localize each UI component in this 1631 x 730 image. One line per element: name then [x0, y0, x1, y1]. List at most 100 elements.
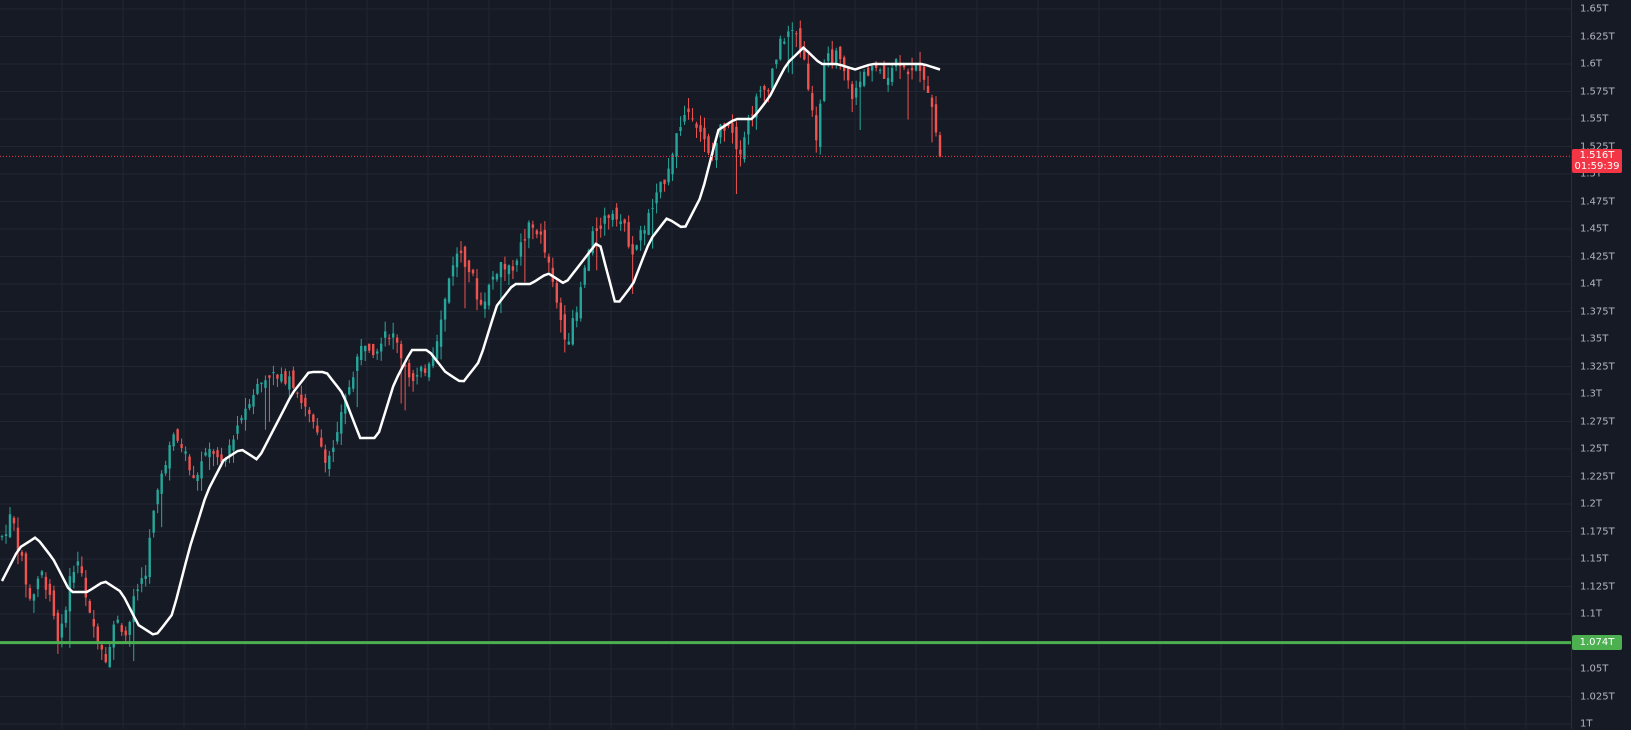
- candle-body: [751, 114, 754, 117]
- candle-body: [284, 371, 287, 384]
- candle-body: [843, 57, 846, 72]
- candle: [152, 510, 155, 538]
- candle-body: [487, 284, 491, 306]
- candle-body: [819, 103, 822, 147]
- candle: [559, 297, 563, 333]
- candle: [44, 572, 48, 599]
- candle-body: [459, 250, 463, 254]
- price-tick-label: 1.65T: [1580, 3, 1609, 15]
- candle-body: [368, 343, 371, 351]
- candle-body: [439, 319, 443, 347]
- candle-body: [743, 137, 746, 160]
- candle: [352, 371, 355, 392]
- candle-body: [835, 50, 838, 63]
- candle-body: [831, 49, 834, 64]
- candle: [695, 121, 698, 138]
- candle-body: [407, 363, 411, 378]
- candle: [811, 85, 814, 117]
- candle-body: [344, 395, 347, 414]
- candle-body: [583, 267, 586, 285]
- candle-body: [104, 653, 107, 663]
- candle: [751, 106, 754, 127]
- candle-body: [934, 104, 938, 133]
- candle: [415, 367, 419, 385]
- candle: [236, 415, 239, 440]
- candle-body: [336, 432, 339, 442]
- candle: [268, 375, 271, 422]
- candle: [571, 309, 574, 346]
- candle-body: [272, 372, 275, 374]
- candle: [679, 116, 682, 136]
- candle: [579, 281, 582, 322]
- candle: [862, 69, 866, 88]
- candle-body: [124, 630, 127, 636]
- candle-body: [419, 366, 423, 372]
- candle-body: [479, 299, 483, 305]
- candle-body: [276, 374, 279, 379]
- candle: [890, 63, 894, 86]
- candle-body: [543, 229, 547, 253]
- candle-body: [858, 81, 862, 88]
- candle-body: [383, 331, 387, 338]
- candle: [144, 564, 147, 587]
- support-price-badge: 1.074T: [1572, 634, 1622, 650]
- grid-lines: [0, 0, 1571, 729]
- candle-body: [268, 375, 271, 378]
- candle: [160, 470, 163, 528]
- candle-body: [395, 337, 399, 343]
- candle: [419, 365, 423, 378]
- candle: [332, 439, 335, 463]
- candle-body: [391, 333, 395, 338]
- candle-body: [639, 230, 642, 241]
- candle: [300, 385, 303, 410]
- price-tick-label: 1.55T: [1580, 113, 1609, 125]
- candle-body: [846, 67, 850, 81]
- candle-body: [783, 41, 786, 44]
- candle-body: [116, 619, 119, 623]
- candle: [192, 465, 195, 479]
- candle: [180, 438, 183, 453]
- candle-body: [795, 33, 798, 35]
- candle-body: [695, 123, 698, 128]
- candle-body: [236, 425, 239, 434]
- candle-body: [878, 69, 882, 71]
- price-tick-label: 1.325T: [1580, 361, 1615, 372]
- price-tick-label: 1.575T: [1580, 86, 1615, 97]
- candle-body: [890, 67, 894, 82]
- candle-body: [906, 71, 910, 75]
- price-tick-label: 1.35T: [1580, 333, 1609, 345]
- candle-body: [667, 168, 670, 183]
- candle-body: [312, 414, 315, 422]
- price-tick-label: 1.525T: [1580, 141, 1615, 152]
- candle: [411, 369, 415, 392]
- candle-body: [755, 96, 758, 118]
- chart-plot-area[interactable]: [0, 0, 1571, 729]
- candle-body: [771, 68, 774, 89]
- candle: [771, 67, 774, 93]
- candle-body: [248, 404, 251, 409]
- candle: [870, 65, 874, 82]
- candle: [479, 292, 483, 306]
- candle-body: [140, 578, 143, 584]
- candle: [232, 435, 235, 463]
- price-axis[interactable]: 1.65T 1.625T 1.6T 1.575T 1.55T 1.525T 1.5T 1.47…: [1571, 0, 1631, 730]
- candle: [898, 55, 902, 80]
- candle-body: [340, 412, 343, 434]
- candle: [910, 57, 914, 80]
- candle-body: [188, 456, 191, 471]
- candle-body: [655, 192, 658, 204]
- candle: [308, 407, 311, 423]
- candle-body: [208, 449, 211, 458]
- candle: [615, 203, 618, 227]
- candle: [922, 64, 926, 91]
- price-tick-label: 1.475T: [1580, 196, 1615, 207]
- candle-body: [320, 437, 323, 447]
- candle-body: [399, 344, 403, 359]
- candle: [886, 67, 890, 92]
- candle: [228, 439, 231, 464]
- candle-body: [938, 135, 942, 157]
- candle-body: [60, 623, 64, 638]
- candle: [12, 516, 16, 531]
- candle-body: [316, 425, 319, 433]
